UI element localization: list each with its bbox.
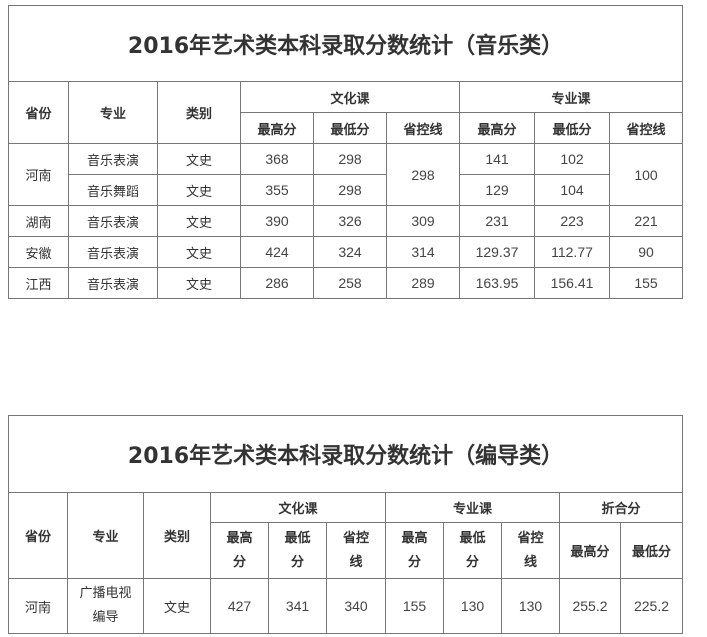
directing-score-table: 2016年艺术类本科录取分数统计（编导类） 省份 专业 类别 文化课 专业课 折… [7, 415, 684, 634]
header-prof-min: 最低分 [443, 522, 502, 579]
province: 河南 [8, 143, 69, 206]
major: 音乐表演 [68, 205, 158, 237]
header-prof-max: 最高分 [385, 522, 444, 579]
culture-min: 258 [313, 267, 387, 299]
header-prof-line: 省控线 [501, 522, 560, 579]
combined-min: 225.2 [619, 578, 684, 634]
category: 文史 [157, 236, 241, 268]
culture-line: 309 [386, 205, 460, 237]
culture-max: 286 [240, 267, 314, 299]
table-row: 安徽 音乐表演 文史 424 324 314 129.37 112.77 90 [8, 236, 684, 268]
header-major: 专业 [67, 492, 144, 579]
table-row: 河南 广播电视 编导 文史 427 341 340 155 130 130 255… [8, 578, 684, 634]
table-title: 2016年艺术类本科录取分数统计（音乐类） [7, 5, 684, 82]
header-culture-line: 省控线 [386, 112, 460, 144]
culture-min: 298 [313, 174, 387, 206]
culture-min: 341 [268, 578, 327, 634]
header-prof-line: 省控线 [608, 112, 684, 144]
table-row: 河南 音乐表演 文史 368 298 298 141 102 100 [8, 143, 684, 206]
prof-max: 155 [385, 578, 444, 634]
header-province: 省份 [8, 492, 68, 579]
culture-max: 368 [240, 143, 314, 175]
province: 江西 [8, 267, 69, 299]
prof-line: 155 [608, 267, 684, 299]
prof-max: 141 [459, 143, 535, 175]
header-culture-min: 最低分 [313, 112, 387, 144]
category: 文史 [157, 174, 241, 206]
prof-min: 223 [534, 205, 610, 237]
header-prof-max: 最高分 [459, 112, 535, 144]
header-major: 专业 [68, 81, 158, 144]
prof-max: 129.37 [459, 236, 535, 268]
prof-min: 104 [534, 174, 610, 206]
prof-min: 130 [443, 578, 502, 634]
culture-min: 298 [313, 143, 387, 175]
prof-min: 112.77 [534, 236, 610, 268]
major: 音乐舞蹈 [68, 174, 158, 206]
header-culture-max: 最高分 [210, 522, 269, 579]
culture-line: 314 [386, 236, 460, 268]
prof-line: 100 [608, 143, 684, 206]
prof-max: 129 [459, 174, 535, 206]
prof-max: 163.95 [459, 267, 535, 299]
province: 湖南 [8, 205, 69, 237]
header-culture-max: 最高分 [240, 112, 314, 144]
table-row: 音乐舞蹈 文史 355 298 129 104 [9, 174, 683, 206]
major: 音乐表演 [68, 236, 158, 268]
culture-line: 289 [386, 267, 460, 299]
prof-min: 156.41 [534, 267, 610, 299]
header-culture: 文化课 [210, 492, 386, 523]
major: 音乐表演 [68, 143, 158, 175]
category: 文史 [157, 205, 241, 237]
culture-min: 324 [313, 236, 387, 268]
header-culture: 文化课 [240, 81, 460, 113]
province: 安徽 [8, 236, 69, 268]
province: 河南 [8, 578, 68, 634]
music-score-table: 2016年艺术类本科录取分数统计（音乐类） 省份 专业 类别 文化课 专业课 最… [7, 5, 684, 299]
table-row: 江西 音乐表演 文史 286 258 289 163.95 156.41 155 [8, 267, 684, 299]
header-culture-line: 省控线 [326, 522, 386, 579]
header-combined-max: 最高分 [559, 522, 621, 579]
header-category: 类别 [157, 81, 241, 144]
header-profession: 专业课 [385, 492, 560, 523]
prof-max: 231 [459, 205, 535, 237]
major: 广播电视 编导 [67, 578, 144, 634]
culture-max: 390 [240, 205, 314, 237]
culture-line: 298 [386, 143, 460, 206]
header-province: 省份 [8, 81, 69, 144]
category: 文史 [157, 267, 241, 299]
category: 文史 [157, 143, 241, 175]
prof-line: 90 [608, 236, 684, 268]
prof-line: 221 [608, 205, 684, 237]
combined-max: 255.2 [559, 578, 621, 634]
culture-max: 424 [240, 236, 314, 268]
header-combined-min: 最低分 [619, 522, 684, 579]
header-combined: 折合分 [558, 492, 684, 523]
culture-line: 340 [326, 578, 386, 634]
header-culture-min: 最低分 [268, 522, 327, 579]
category: 文史 [143, 578, 211, 634]
major: 音乐表演 [68, 267, 158, 299]
culture-max: 355 [240, 174, 314, 206]
table-title: 2016年艺术类本科录取分数统计（编导类） [7, 415, 684, 493]
culture-max: 427 [210, 578, 269, 634]
table-row: 湖南 音乐表演 文史 390 326 309 231 223 221 [8, 205, 684, 237]
prof-line: 130 [501, 578, 560, 634]
header-profession: 专业课 [458, 81, 684, 113]
header-prof-min: 最低分 [534, 112, 610, 144]
header-category: 类别 [143, 492, 211, 579]
culture-min: 326 [313, 205, 387, 237]
prof-min: 102 [534, 143, 610, 175]
